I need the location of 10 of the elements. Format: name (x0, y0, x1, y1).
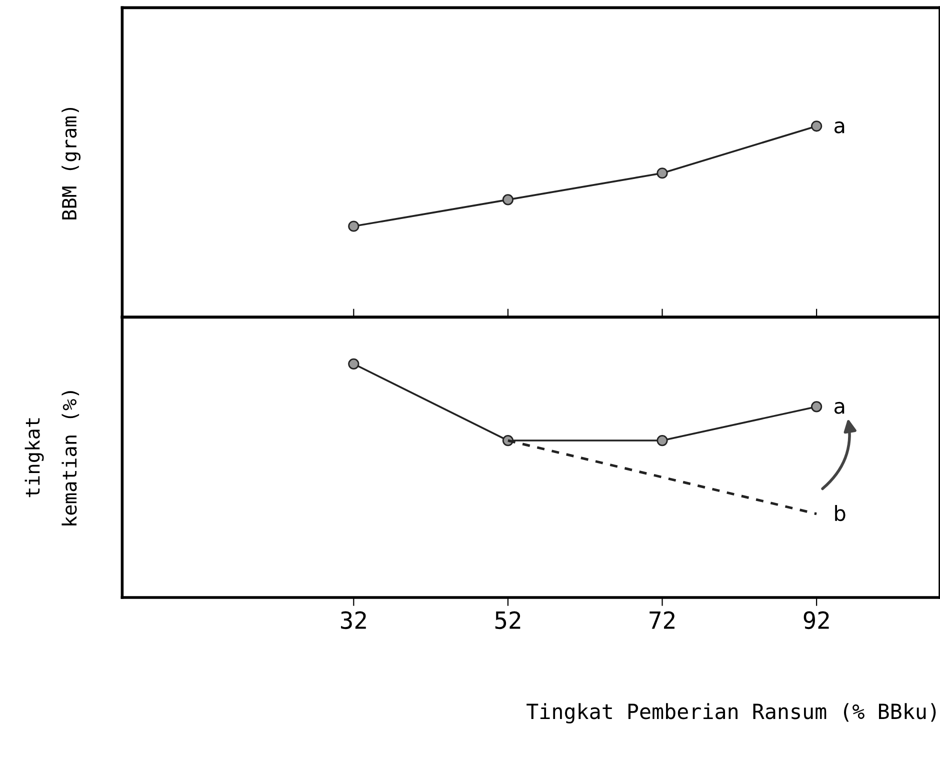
x-tick-label: 32 (341, 611, 366, 630)
x-tick-label: 52 (495, 611, 520, 630)
series-label: b (835, 504, 846, 522)
y-axis-title: tingkat kematian (%) (24, 391, 80, 526)
x-tick-label: 72 (650, 611, 674, 629)
series-label: a (834, 402, 844, 414)
series-label: a (834, 121, 844, 134)
y-axis-title: BBM (gram) (62, 108, 81, 220)
x-axis-title: Tingkat Pemberian Ransum (% BBku) (526, 703, 936, 724)
x-tick-label: 92 (804, 611, 829, 630)
